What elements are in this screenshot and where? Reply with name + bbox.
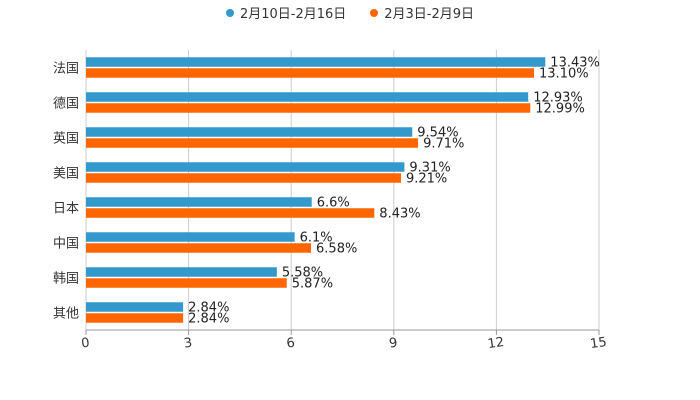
data-label-series-2-7: 2.84% [188, 311, 229, 326]
category-label-5: 中国 [53, 237, 79, 252]
legend: 2月10日-2月16日 2月3日-2月9日 [0, 3, 700, 22]
bars [86, 57, 546, 323]
bar-series-2-2 [86, 138, 419, 148]
bar-series-1-3 [86, 162, 405, 172]
x-tick-label-0: 0 [80, 336, 90, 352]
legend-item-series-1[interactable]: 2月10日-2月16日 [225, 3, 347, 22]
data-label-series-2-0: 13.10% [539, 66, 589, 81]
x-tick-label-6: 6 [286, 336, 296, 352]
category-label-3: 美国 [53, 167, 79, 182]
bar-series-1-6 [86, 267, 277, 277]
category-label-2: 英国 [53, 132, 79, 147]
data-label-series-1-2: 9.54% [417, 125, 458, 140]
bar-series-1-7 [86, 302, 184, 312]
x-tick-label-15: 15 [589, 335, 607, 352]
data-label-series-1-3: 9.31% [409, 160, 450, 175]
category-label-7: 其他 [53, 307, 79, 322]
bar-series-1-5 [86, 232, 295, 242]
category-label-4: 日本 [53, 202, 79, 217]
data-label-series-1-5: 6.1% [300, 230, 333, 245]
data-label-series-2-3: 9.21% [406, 171, 447, 186]
bar-series-2-5 [86, 243, 312, 253]
x-tick-label-3: 3 [183, 336, 193, 352]
category-label-6: 韩国 [53, 272, 79, 287]
legend-item-series-2[interactable]: 2月3日-2月9日 [370, 3, 474, 22]
data-label-series-2-1: 12.99% [535, 101, 585, 116]
bar-series-2-1 [86, 103, 531, 113]
data-label-series-1-7: 2.84% [188, 300, 229, 315]
legend-label-series-2: 2月3日-2月9日 [384, 7, 475, 22]
bar-series-1-1 [86, 92, 529, 102]
x-axis-ticks: 0 3 6 9 12 15 [80, 335, 607, 352]
bar-series-1-0 [86, 57, 546, 67]
legend-marker-series-1 [225, 8, 234, 17]
data-labels: 13.43%13.10% 12.93%12.99% 9.54%9.71% 9.31%9… [188, 55, 600, 326]
bar-series-2-0 [86, 68, 535, 78]
bar-series-1-2 [86, 127, 413, 137]
data-label-series-1-1: 12.93% [533, 90, 583, 105]
bar-series-2-3 [86, 173, 401, 183]
data-label-series-2-4: 8.43% [379, 206, 420, 221]
legend-marker-series-2 [370, 8, 379, 17]
data-label-series-2-2: 9.71% [423, 136, 464, 151]
x-tick-label-9: 9 [388, 336, 398, 352]
category-label-1: 德国 [53, 97, 79, 112]
bar-series-2-6 [86, 278, 287, 288]
data-label-series-2-6: 5.87% [292, 276, 333, 291]
data-label-series-2-5: 6.58% [316, 241, 357, 256]
bar-series-1-4 [86, 197, 312, 207]
x-tick-label-12: 12 [487, 335, 505, 352]
bar-series-2-7 [86, 313, 184, 323]
legend-label-series-1: 2月10日-2月16日 [239, 7, 347, 22]
category-label-0: 法国 [53, 62, 79, 77]
data-label-series-1-4: 6.6% [317, 195, 350, 210]
bar-series-2-4 [86, 208, 375, 218]
data-label-series-1-0: 13.43% [550, 55, 600, 70]
data-label-series-1-6: 5.58% [282, 265, 323, 280]
